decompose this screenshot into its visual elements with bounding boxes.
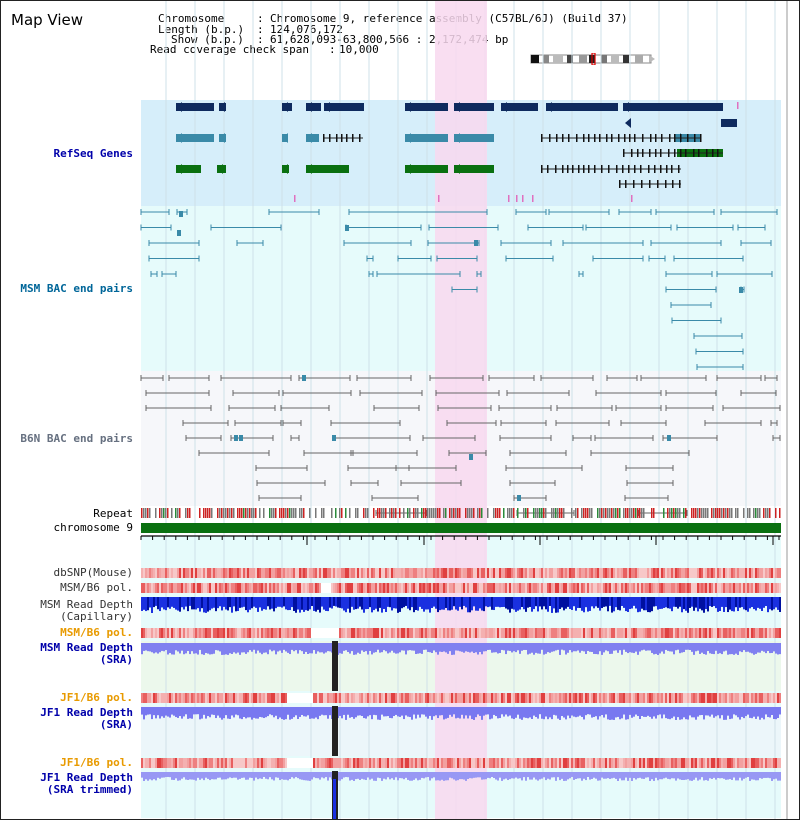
span-value: 10,000 xyxy=(339,43,379,56)
bac-marker xyxy=(739,287,743,293)
refseq-gene xyxy=(176,134,214,142)
msm-pol-label-2: MSM/B6 pol. xyxy=(60,626,133,639)
refseq-gene xyxy=(623,103,723,111)
snp-marker xyxy=(508,195,510,202)
length-key: Length (b.p.) xyxy=(158,23,245,36)
jf1-depth-trimmed-label: JF1 Read Depth xyxy=(40,771,133,784)
refseq-gene xyxy=(454,165,494,173)
dbsnp-label: dbSNP(Mouse) xyxy=(53,566,133,579)
bac-marker xyxy=(234,435,238,441)
jf1-depth-trimmed-bars xyxy=(141,772,781,781)
repeat-track xyxy=(141,508,781,518)
refseq-gene xyxy=(405,103,448,111)
repeat-label: Repeat xyxy=(93,507,133,520)
bac-marker xyxy=(345,225,349,231)
refseq-gene xyxy=(721,119,737,127)
bac-marker xyxy=(302,375,306,381)
msm-pol-strip-2 xyxy=(141,628,781,638)
msm-depth-sra-label: MSM Read Depth xyxy=(40,641,133,654)
msm-bac xyxy=(140,209,778,370)
refseq-gene xyxy=(324,103,364,111)
jf1-pol-label-2: JF1/B6 pol. xyxy=(60,756,133,769)
bac-marker xyxy=(667,435,671,441)
b6n-bac xyxy=(140,375,781,516)
msm-depth-sra-sub: (SRA) xyxy=(99,653,133,666)
page-title: Map View xyxy=(11,11,84,29)
refseq-gene xyxy=(454,134,494,142)
jf1-depth-sra-label: JF1 Read Depth xyxy=(40,706,133,719)
bac-marker xyxy=(517,495,521,501)
refseq-gene xyxy=(306,103,321,111)
refseq-gene xyxy=(176,165,201,173)
bac-marker xyxy=(332,435,336,441)
chromosome-bar xyxy=(141,523,781,533)
jf1-pol-strip-2 xyxy=(141,758,781,768)
jf1-pol-label-1: JF1/B6 pol. xyxy=(60,691,133,704)
refseq-gene xyxy=(306,134,319,142)
jf1-pol-strip-1 xyxy=(141,693,781,703)
bac-marker xyxy=(239,435,243,441)
refseq-gene xyxy=(405,165,448,173)
length-value: 124,076,172 xyxy=(270,23,343,36)
jf1-depth-sra-bars xyxy=(141,707,781,720)
msm-depth-sra-bars xyxy=(141,643,781,655)
snp-marker xyxy=(522,195,524,202)
snp-marker xyxy=(294,195,296,202)
snp-marker xyxy=(737,102,739,109)
jf1-depth-trimmed-sub: (SRA trimmed) xyxy=(46,783,133,796)
refseq-genes-label: RefSeq Genes xyxy=(53,147,133,160)
chromosome-track-label: chromosome 9 xyxy=(53,521,133,534)
bac-marker xyxy=(469,454,473,460)
snp-marker xyxy=(631,195,633,202)
show-key: Show (b.p.) xyxy=(171,33,244,46)
refseq-genes xyxy=(176,102,739,202)
dbsnp-strip xyxy=(141,568,781,578)
msm-pol-strip-1 xyxy=(141,583,781,593)
track-graphics xyxy=(140,1,788,819)
snp-marker xyxy=(516,195,518,202)
refseq-gene xyxy=(454,103,494,111)
gap-marker xyxy=(332,641,338,691)
refseq-gene xyxy=(501,103,538,111)
b6n-bac-label: B6N BAC end pairs xyxy=(20,432,133,445)
msm-bac-label: MSM BAC end pairs xyxy=(20,282,133,295)
jf1-depth-sra-sub: (SRA) xyxy=(99,718,133,731)
show-value: 61,628,093-63,800,566 : 2,172,474 bp xyxy=(270,33,509,46)
gap-marker xyxy=(332,706,338,756)
msm-depth-capillary-sub: (Capillary) xyxy=(60,610,133,623)
bac-marker xyxy=(179,211,183,217)
refseq-gene xyxy=(176,103,214,111)
bac-marker xyxy=(177,230,181,236)
refseq-gene xyxy=(306,165,349,173)
msm-depth-capillary-label: MSM Read Depth xyxy=(40,598,133,611)
refseq-gene xyxy=(546,103,618,111)
chromosome-key: Chromosome xyxy=(158,12,225,25)
snp-marker xyxy=(532,195,534,202)
span-key: Read coverage check span xyxy=(150,43,309,56)
ideogram-position-marker xyxy=(591,53,596,65)
refseq-gene xyxy=(405,134,448,142)
snp-marker xyxy=(438,195,440,202)
bac-marker xyxy=(474,240,478,246)
chromosome-ideogram[interactable] xyxy=(529,53,657,65)
msm-pol-label-1: MSM/B6 pol. xyxy=(60,581,133,594)
msm-depth-capillary-bars xyxy=(141,597,781,613)
